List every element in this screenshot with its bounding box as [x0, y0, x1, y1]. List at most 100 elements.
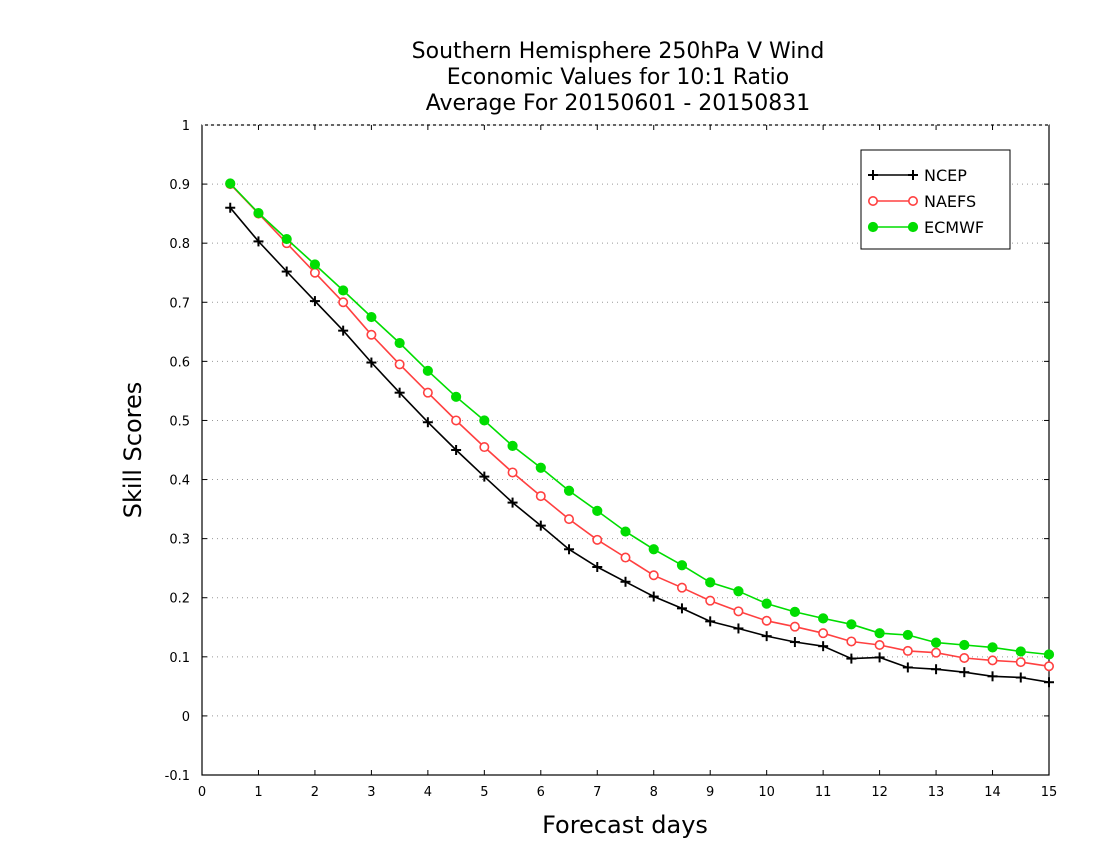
- data-point-naefs: [789, 621, 800, 632]
- data-point-ecmwf: [1015, 646, 1026, 657]
- data-point-naefs: [931, 647, 942, 658]
- data-point-ecmwf: [648, 544, 659, 555]
- data-point-ncep: [676, 603, 687, 614]
- data-point-ecmwf: [422, 365, 433, 376]
- legend-label-ncep: NCEP: [924, 166, 967, 185]
- x-tick-label: 5: [480, 785, 488, 800]
- y-tick-label: 0.8: [169, 237, 190, 252]
- x-axis-label: Forecast days: [542, 811, 708, 839]
- data-point-naefs: [366, 329, 377, 340]
- legend-marker-naefs: [907, 196, 918, 207]
- legend-label-naefs: NAEFS: [924, 192, 976, 211]
- data-point-ecmwf: [846, 619, 857, 630]
- y-tick-label: 1: [182, 119, 190, 134]
- data-point-ncep: [592, 562, 603, 572]
- data-point-ecmwf: [479, 415, 490, 426]
- data-point-ncep: [705, 616, 716, 627]
- data-point-ecmwf: [563, 485, 575, 496]
- y-tick-label: -0.1: [165, 769, 190, 784]
- data-point-ecmwf: [1043, 649, 1055, 660]
- data-point-ncep: [874, 652, 885, 663]
- data-point-ncep: [761, 631, 772, 642]
- data-point-naefs: [338, 297, 349, 308]
- data-point-naefs: [422, 387, 433, 398]
- data-point-ncep: [422, 417, 433, 428]
- data-point-ncep: [451, 445, 462, 455]
- x-tick-label: 2: [311, 785, 319, 800]
- data-point-ecmwf: [451, 391, 462, 402]
- legend-item-ecmwf: ECMWF: [867, 218, 984, 237]
- x-tick-label: 9: [706, 785, 714, 800]
- legend-marker-naefs: [867, 196, 878, 207]
- data-point-ecmwf: [620, 526, 631, 537]
- x-tick-label: 8: [650, 785, 658, 800]
- data-point-ecmwf: [592, 505, 603, 516]
- legend-box: [860, 149, 1011, 250]
- data-point-naefs: [451, 415, 462, 426]
- data-point-naefs: [620, 552, 631, 563]
- data-point-naefs: [1015, 657, 1026, 668]
- data-point-ecmwf: [225, 178, 236, 189]
- y-tick-label: 0.7: [169, 296, 190, 311]
- x-tick-label: 12: [871, 785, 888, 800]
- x-tick-label: 3: [367, 785, 375, 800]
- data-point-ncep: [394, 387, 405, 398]
- data-point-naefs: [987, 655, 998, 666]
- data-point-ncep: [507, 497, 518, 508]
- x-tick-label: 13: [928, 785, 945, 800]
- data-point-ncep: [281, 266, 292, 277]
- data-point-ncep: [959, 667, 970, 678]
- legend-item-naefs: NAEFS: [867, 192, 976, 211]
- data-point-naefs: [592, 534, 603, 545]
- chart-title-line-3: Average For 20150601 - 20150831: [426, 91, 811, 116]
- axis-ticks: -0.100.10.20.30.40.50.60.70.80.910 1 2 3 4 5 6…: [165, 119, 1058, 800]
- data-point-ncep: [846, 653, 857, 664]
- chart-title: Southern Hemisphere 250hPa V Wind Econom…: [412, 39, 825, 116]
- legend: NCEP NAEFS ECMWF: [860, 149, 1011, 250]
- legend-marker-ecmwf: [907, 221, 919, 233]
- grid: [202, 183, 1049, 717]
- x-tick-label: 1: [254, 785, 262, 800]
- series-line-naefs: [229, 183, 1050, 668]
- data-point-ecmwf: [789, 606, 801, 618]
- data-point-ecmwf: [818, 613, 829, 624]
- data-point-ecmwf: [309, 259, 321, 270]
- data-point-ecmwf: [874, 628, 885, 639]
- data-point-naefs: [309, 267, 320, 278]
- data-point-naefs: [818, 628, 829, 639]
- data-point-ncep: [564, 544, 575, 555]
- data-point-ncep: [253, 236, 264, 247]
- x-tick-label: 7: [593, 785, 601, 800]
- data-point-ncep: [1044, 677, 1054, 688]
- data-point-ncep: [648, 591, 659, 602]
- data-point-ncep: [366, 357, 377, 368]
- data-point-naefs: [648, 570, 659, 581]
- data-point-ecmwf: [761, 598, 772, 609]
- y-axis-label: Skill Scores: [119, 382, 147, 519]
- data-point-ecmwf: [281, 233, 292, 245]
- data-point-ncep: [535, 520, 546, 531]
- data-point-naefs: [564, 514, 575, 525]
- data-point-ncep: [789, 637, 800, 648]
- data-point-naefs: [761, 615, 772, 626]
- x-tick-label: 10: [758, 785, 775, 800]
- y-tick-label: 0.3: [169, 533, 190, 548]
- y-tick-label: 0.1: [169, 651, 190, 666]
- data-point-ncep: [987, 671, 998, 682]
- data-point-ncep: [733, 623, 744, 634]
- data-point-naefs: [535, 491, 546, 502]
- data-point-ncep: [309, 296, 320, 307]
- series-line-ecmwf: [229, 182, 1050, 656]
- y-tick-label: 0.6: [169, 355, 190, 370]
- x-tick-label: 15: [1041, 785, 1058, 800]
- series-naefs: [225, 179, 1055, 672]
- legend-marker-ncep: [908, 170, 918, 180]
- data-point-naefs: [733, 606, 744, 617]
- plot-frame: [201, 124, 1050, 776]
- data-point-ecmwf: [930, 637, 942, 648]
- data-point-ecmwf: [338, 285, 349, 296]
- data-point-naefs: [874, 639, 885, 650]
- data-point-ecmwf: [253, 207, 264, 219]
- data-point-naefs: [902, 645, 913, 656]
- data-point-ncep: [902, 662, 913, 673]
